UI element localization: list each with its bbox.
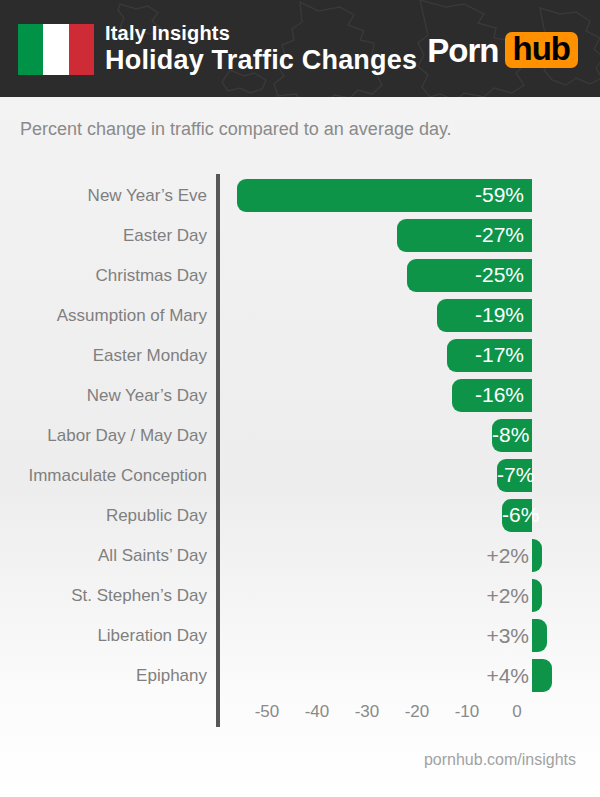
category-label: Immaculate Conception (0, 456, 207, 496)
chart-row: Easter Monday -17% (0, 336, 600, 376)
bar (532, 579, 542, 612)
chart-row: New Year’s Eve -59% (0, 176, 600, 216)
chart-row: Immaculate Conception -7% (0, 456, 600, 496)
bar: -7% (497, 459, 532, 492)
bar-value-label: -7% (497, 459, 532, 492)
bar (532, 659, 552, 692)
bar-value-label: -27% (397, 219, 532, 252)
bar-value-label: -19% (437, 299, 532, 332)
chart-row: St. Stephen’s Day +2% (0, 576, 600, 616)
pornhub-logo-hub-badge: hub (505, 32, 578, 68)
category-label: Christmas Day (0, 256, 207, 296)
chart-row: Liberation Day +3% (0, 616, 600, 656)
header: Italy Insights Holiday Traffic Changes P… (0, 0, 600, 97)
pornhub-logo-text: Porn (427, 34, 498, 67)
category-label: Assumption of Mary (0, 296, 207, 336)
footer-url: pornhub.com/insights (424, 751, 576, 769)
bar: -25% (407, 259, 532, 292)
bar-value-label: -59% (237, 179, 532, 212)
category-label: New Year’s Day (0, 376, 207, 416)
chart-row: Christmas Day -25% (0, 256, 600, 296)
bar-value-label: -25% (407, 259, 532, 292)
chart-row: New Year’s Day -16% (0, 376, 600, 416)
chart-row: Labor Day / May Day -8% (0, 416, 600, 456)
x-axis-tick-label: -40 (295, 700, 339, 724)
category-label: St. Stephen’s Day (0, 576, 207, 616)
bar (532, 539, 542, 572)
category-label: Easter Day (0, 216, 207, 256)
pornhub-logo: Porn hub (427, 32, 578, 68)
category-label: Easter Monday (0, 336, 207, 376)
bar-value-label: +3% (486, 616, 529, 656)
chart-row: Epiphany +4% (0, 656, 600, 696)
chart-row: Assumption of Mary -19% (0, 296, 600, 336)
category-label: Republic Day (0, 496, 207, 536)
category-label: All Saints’ Day (0, 536, 207, 576)
bar-value-label: -6% (502, 499, 532, 532)
bar: -17% (447, 339, 532, 372)
category-label: Liberation Day (0, 616, 207, 656)
x-axis-tick-label: -10 (445, 700, 489, 724)
header-country-label: Italy Insights (105, 21, 417, 45)
bar: -27% (397, 219, 532, 252)
x-axis: -50-40-30-20-100 (0, 700, 600, 726)
header-titles: Italy Insights Holiday Traffic Changes (105, 21, 417, 75)
x-axis-tick-label: 0 (495, 700, 539, 724)
bar: -19% (437, 299, 532, 332)
bar-chart: New Year’s Eve -59% Easter Day -27% Christma… (0, 176, 600, 728)
chart-subtitle: Percent change in traffic compared to an… (20, 119, 452, 140)
bar-value-label: +2% (486, 576, 529, 616)
bar: -16% (452, 379, 532, 412)
bar-value-label: +4% (486, 656, 529, 696)
page-title: Holiday Traffic Changes (105, 45, 417, 75)
category-label: Epiphany (0, 656, 207, 696)
bar: -6% (502, 499, 532, 532)
chart-row: All Saints’ Day +2% (0, 536, 600, 576)
chart-row: Easter Day -27% (0, 216, 600, 256)
bar: -59% (237, 179, 532, 212)
category-label: Labor Day / May Day (0, 416, 207, 456)
chart-panel: Percent change in traffic compared to an… (0, 97, 600, 797)
bar-value-label: -8% (492, 419, 532, 452)
x-axis-tick-label: -50 (245, 700, 289, 724)
chart-row: Republic Day -6% (0, 496, 600, 536)
bar-value-label: -16% (452, 379, 532, 412)
bar-value-label: +2% (486, 536, 529, 576)
x-axis-tick-label: -30 (345, 700, 389, 724)
infographic: Italy Insights Holiday Traffic Changes P… (0, 0, 600, 797)
bar (532, 619, 547, 652)
x-axis-tick-label: -20 (395, 700, 439, 724)
bar: -8% (492, 419, 532, 452)
italy-flag-icon (18, 24, 94, 75)
bar-value-label: -17% (447, 339, 532, 372)
category-label: New Year’s Eve (0, 176, 207, 216)
